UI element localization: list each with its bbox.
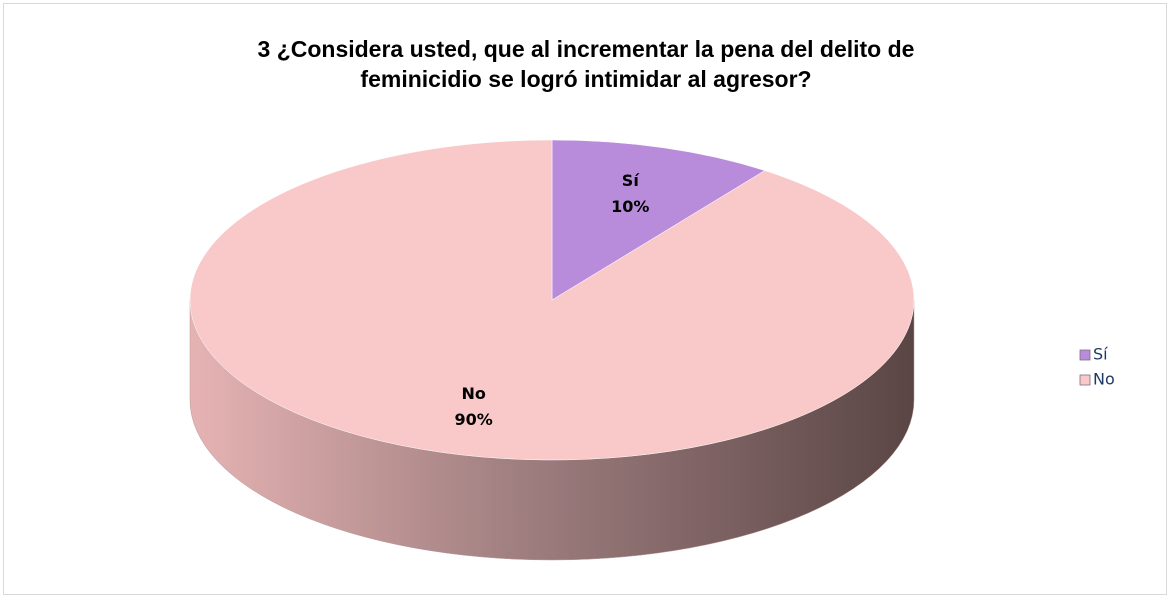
legend-label: Sí <box>1093 345 1108 364</box>
legend-swatch <box>1079 349 1091 361</box>
data-label-value: 90% <box>455 410 493 429</box>
chart-title: 3 ¿Considera usted, que al incrementar l… <box>257 36 915 92</box>
data-label-category: Sí <box>622 171 641 190</box>
chart-frame <box>3 3 1167 595</box>
data-label-value: 10% <box>611 197 649 216</box>
data-label-category: No <box>461 384 485 403</box>
pie-slice <box>551 139 766 301</box>
legend-label: No <box>1093 370 1115 389</box>
legend-swatch <box>1079 374 1091 386</box>
pie-slice <box>189 139 915 461</box>
